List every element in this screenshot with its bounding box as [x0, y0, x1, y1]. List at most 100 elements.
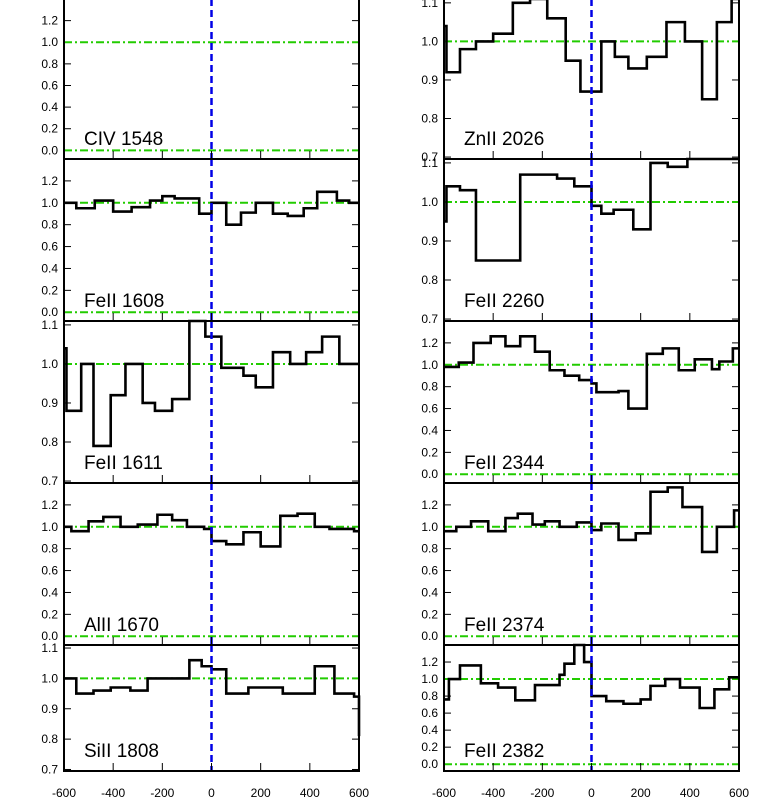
y-tick-label: 0.2 [41, 607, 58, 621]
flux-histogram [64, 658, 361, 737]
y-tick-label: 0.4 [41, 100, 58, 114]
panel-label: ZnII 2026 [464, 129, 544, 150]
y-tick-label: 0.8 [421, 273, 438, 287]
y-tick-label: 1.1 [421, 0, 438, 10]
panel-label: AlII 1670 [84, 615, 159, 636]
y-tick-label: 1.0 [41, 196, 58, 210]
flux-histogram [64, 512, 359, 548]
y-tick-label: 1.2 [421, 655, 438, 669]
y-tick-label: 0.8 [41, 218, 58, 232]
y-tick-label: 0.0 [421, 467, 438, 481]
x-tick-label: 400 [300, 786, 320, 800]
panel-label: FeII 2344 [464, 453, 545, 474]
panel-alii-1670: 0.0 0.2 0.4 0.6 0.8 1.0 1.2 AlII 1670 [41, 482, 360, 646]
y-tick-label: 1.2 [41, 498, 58, 512]
panel-label: FeII 1608 [84, 291, 164, 312]
y-tick-label: 0.0 [41, 143, 58, 157]
x-tick-label: 0 [208, 786, 215, 800]
y-tick-label: 0.8 [421, 380, 438, 394]
x-tick-label: 200 [631, 786, 651, 800]
y-tick-label: 0.8 [41, 435, 58, 449]
panel-znii-2026: 0.7 0.8 0.9 1.0 1.1 ZnII 2026 [421, 0, 740, 164]
y-tick-label: 0.6 [421, 564, 438, 578]
panel-civ-1548: 0.0 0.2 0.4 0.6 0.8 1.0 1.2 CIV 1548 [41, 0, 360, 160]
panel-label: FeII 1611 [84, 453, 163, 474]
y-tick-label: 0.9 [421, 73, 438, 87]
y-tick-label: 0.8 [41, 57, 58, 71]
x-tick-label: 200 [251, 786, 271, 800]
y-tick-label: 0.4 [421, 585, 438, 599]
y-tick-label: 1.0 [41, 671, 58, 685]
panel-frame [63, 644, 360, 772]
y-tick-label: 0.9 [41, 396, 58, 410]
flux-histogram [64, 319, 359, 448]
flux-histogram [64, 190, 359, 226]
x-tick-label: 600 [729, 786, 749, 800]
y-tick-label: 1.0 [421, 358, 438, 372]
y-tick-label: 0.6 [41, 78, 58, 92]
flux-histogram [444, 643, 739, 710]
panel-feii-2382: 0.0 0.2 0.4 0.6 0.8 1.0 1.2 FeII 2382 [421, 643, 740, 772]
y-tick-label: 0.4 [421, 423, 438, 437]
y-tick-label: 0.8 [41, 732, 58, 746]
y-tick-label: 1.0 [421, 520, 438, 534]
y-tick-label: 0.6 [421, 402, 438, 416]
y-tick-label: 0.0 [421, 629, 438, 643]
y-tick-label: 1.1 [41, 318, 58, 332]
y-tick-label: 0.2 [41, 283, 58, 297]
y-tick-label: 0.2 [421, 445, 438, 459]
y-tick-label: 0.6 [41, 564, 58, 578]
y-tick-label: 0.9 [421, 234, 438, 248]
y-tick-label: 1.2 [41, 174, 58, 188]
y-tick-label: 0.0 [41, 305, 58, 319]
y-tick-label: 0.0 [41, 629, 58, 643]
y-tick-label: 1.1 [41, 641, 58, 655]
y-tick-label: 0.2 [421, 607, 438, 621]
panel-label: FeII 2374 [464, 615, 545, 636]
x-tick-label: -400 [101, 786, 125, 800]
y-tick-label: 1.0 [41, 35, 58, 49]
y-tick-label: 0.9 [41, 702, 58, 716]
y-tick-label: 0.0 [421, 757, 438, 771]
flux-histogram [444, 486, 739, 554]
y-tick-label: 1.0 [421, 195, 438, 209]
panel-feii-1608: 0.0 0.2 0.4 0.6 0.8 1.0 1.2 FeII 1608 [41, 158, 360, 322]
panel-label: SiII 1808 [84, 741, 159, 762]
x-tick-label: -200 [150, 786, 174, 800]
y-tick-label: 0.8 [421, 542, 438, 556]
y-tick-label: 0.7 [421, 150, 438, 164]
y-tick-label: 0.4 [41, 585, 58, 599]
panel-label: CIV 1548 [84, 129, 163, 150]
y-tick-label: 0.4 [421, 723, 438, 737]
y-tick-label: 0.8 [421, 689, 438, 703]
y-tick-label: 0.2 [41, 122, 58, 136]
x-tick-label: -400 [481, 786, 505, 800]
y-tick-label: 1.0 [41, 520, 58, 534]
y-tick-label: 1.0 [421, 672, 438, 686]
y-tick-label: 0.6 [421, 706, 438, 720]
panel-label: FeII 2382 [464, 741, 544, 762]
y-tick-label: 0.6 [41, 240, 58, 254]
x-tick-label: 600 [349, 786, 369, 800]
x-tick-label: 400 [680, 786, 700, 800]
y-tick-label: 1.2 [421, 336, 438, 350]
panel-feii-1611: 0.7 0.8 0.9 1.0 1.1 FeII 1611 [41, 318, 360, 488]
y-tick-label: 0.4 [41, 261, 58, 275]
panel-feii-2374: 0.0 0.2 0.4 0.6 0.8 1.0 1.2 FeII 2374 [421, 482, 740, 646]
y-tick-label: 0.7 [41, 474, 58, 488]
y-tick-label: 1.0 [421, 34, 438, 48]
x-tick-label: -600 [52, 786, 76, 800]
y-tick-label: 1.2 [41, 14, 58, 28]
panel-siii-1808: 0.7 0.8 0.9 1.0 1.1 SiII 1808 [41, 641, 361, 776]
panel-feii-2344: 0.0 0.2 0.4 0.6 0.8 1.0 1.2 FeII 2344 [421, 320, 740, 484]
panel-feii-2260: 0.7 0.8 0.9 1.0 1.1 FeII 2260 [421, 156, 740, 326]
flux-histogram [444, 335, 739, 410]
y-tick-label: 0.8 [421, 112, 438, 126]
y-tick-label: 1.0 [41, 357, 58, 371]
x-tick-label: -600 [432, 786, 456, 800]
panel-frame [443, 644, 740, 772]
panel-label: FeII 2260 [464, 291, 544, 312]
y-tick-label: 1.2 [421, 498, 438, 512]
y-tick-label: 0.2 [421, 740, 438, 754]
